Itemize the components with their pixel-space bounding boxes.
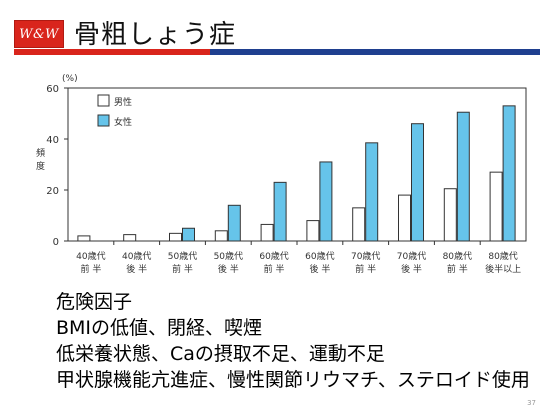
bar-male [398, 194, 411, 242]
bar-male [169, 232, 182, 242]
x-tick-label: 80歳代 [488, 250, 517, 262]
x-tick-label: 50歳代 [168, 250, 197, 262]
page-title: 骨粗しょう症 [74, 20, 237, 50]
bar-male [77, 235, 91, 242]
x-tick-label: 60歳代 [259, 250, 288, 262]
bar-female [227, 204, 241, 242]
bar-female [502, 105, 516, 242]
y-axis-label: 度 [36, 160, 45, 172]
bar-female [182, 227, 195, 242]
y-tick-label: 40 [46, 135, 59, 146]
x-tick-label: 前 半 [264, 263, 285, 275]
x-tick-label: 後半以上 [485, 263, 521, 275]
page-number: 37 [527, 399, 536, 407]
bar-female [319, 161, 333, 242]
y-tick-label: 0 [53, 237, 59, 248]
chart-area: 0 20 40 60 (%) 頻度 40歳代前 半 40歳代後 半 50歳代前 半 50歳代後 半… [18, 60, 530, 288]
x-tick-label: 前 半 [80, 263, 101, 275]
bar-male [260, 223, 274, 242]
bar-female [273, 181, 287, 242]
x-tick-label: 前 半 [447, 263, 468, 275]
logo-text: W&W [19, 26, 59, 42]
legend-swatch-male [97, 94, 110, 107]
risk-factors-heading: 危険因子 [56, 291, 133, 313]
risk-factor-line: BMIの低値、閉経、喫煙 [56, 317, 263, 339]
x-tick-label: 40歳代 [122, 250, 151, 262]
risk-factors: 危険因子 BMIの低値、閉経、喫煙 低栄養状態、Caの摂取不足、運動不足 甲状腺… [56, 289, 530, 393]
x-tick-label: 後 半 [218, 263, 239, 275]
logo: W&W [14, 20, 64, 48]
bar-male [489, 171, 503, 242]
title-underline-red [14, 49, 210, 55]
risk-factor-line: 低栄養状態、Caの摂取不足、運動不足 [56, 343, 385, 365]
x-tick-label: 40歳代 [76, 250, 105, 262]
bar-male [123, 234, 137, 242]
bar-male [352, 207, 366, 242]
title-underline-blue [210, 49, 540, 55]
bar-female [411, 123, 424, 242]
x-tick-label: 70歳代 [397, 250, 426, 262]
legend-swatch-female [97, 114, 110, 127]
y-tick-label: 20 [46, 186, 59, 197]
y-unit-label: (%) [62, 74, 78, 84]
legend-label-female: 女性 [114, 116, 132, 128]
bar-female [365, 142, 379, 242]
x-tick-label: 後 半 [401, 263, 422, 275]
x-tick-label: 前 半 [172, 263, 193, 275]
legend-label-male: 男性 [114, 96, 132, 108]
x-tick-label: 後 半 [126, 263, 147, 275]
risk-factor-line: 甲状腺機能亢進症、慢性関節リウマチ、ステロイド使用 [56, 369, 530, 391]
y-tick-label: 60 [46, 84, 59, 95]
bar-male [306, 220, 320, 242]
bar-male [214, 230, 228, 242]
y-axis-label: 頻 [36, 147, 45, 159]
x-tick-label: 60歳代 [305, 250, 334, 262]
x-tick-label: 後 半 [309, 263, 330, 275]
x-tick-label: 70歳代 [351, 250, 380, 262]
x-tick-label: 80歳代 [443, 250, 472, 262]
x-tick-label: 前 半 [355, 263, 376, 275]
x-tick-label: 50歳代 [214, 250, 243, 262]
bar-female [456, 111, 470, 242]
bar-male [443, 188, 457, 242]
